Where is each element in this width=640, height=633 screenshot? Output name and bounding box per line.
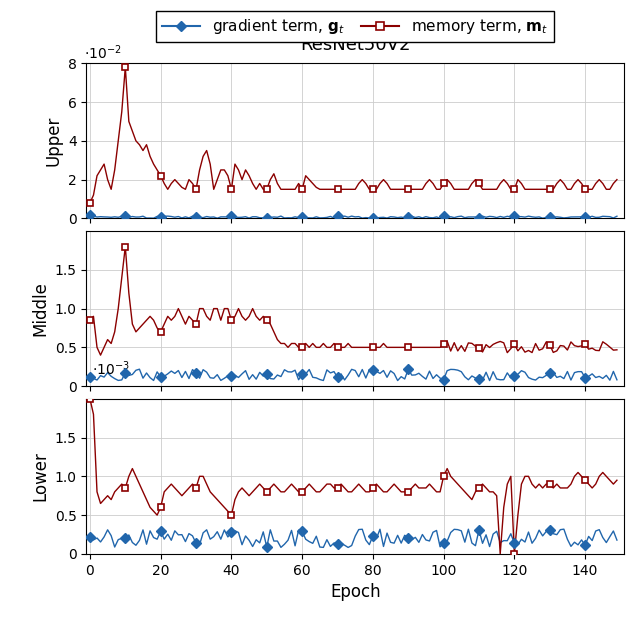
Y-axis label: Lower: Lower [31, 451, 49, 501]
Y-axis label: Middle: Middle [31, 281, 49, 336]
Text: ResNet50V2: ResNet50V2 [300, 36, 410, 54]
Text: $\cdot10^{-2}$: $\cdot10^{-2}$ [84, 43, 121, 62]
X-axis label: Epoch: Epoch [330, 583, 381, 601]
Y-axis label: Upper: Upper [44, 116, 62, 166]
Legend: gradient term, $\mathbf{g}_t$, memory term, $\mathbf{m}_t$: gradient term, $\mathbf{g}_t$, memory te… [156, 11, 554, 42]
Text: $\cdot10^{-3}$: $\cdot10^{-3}$ [92, 360, 129, 379]
